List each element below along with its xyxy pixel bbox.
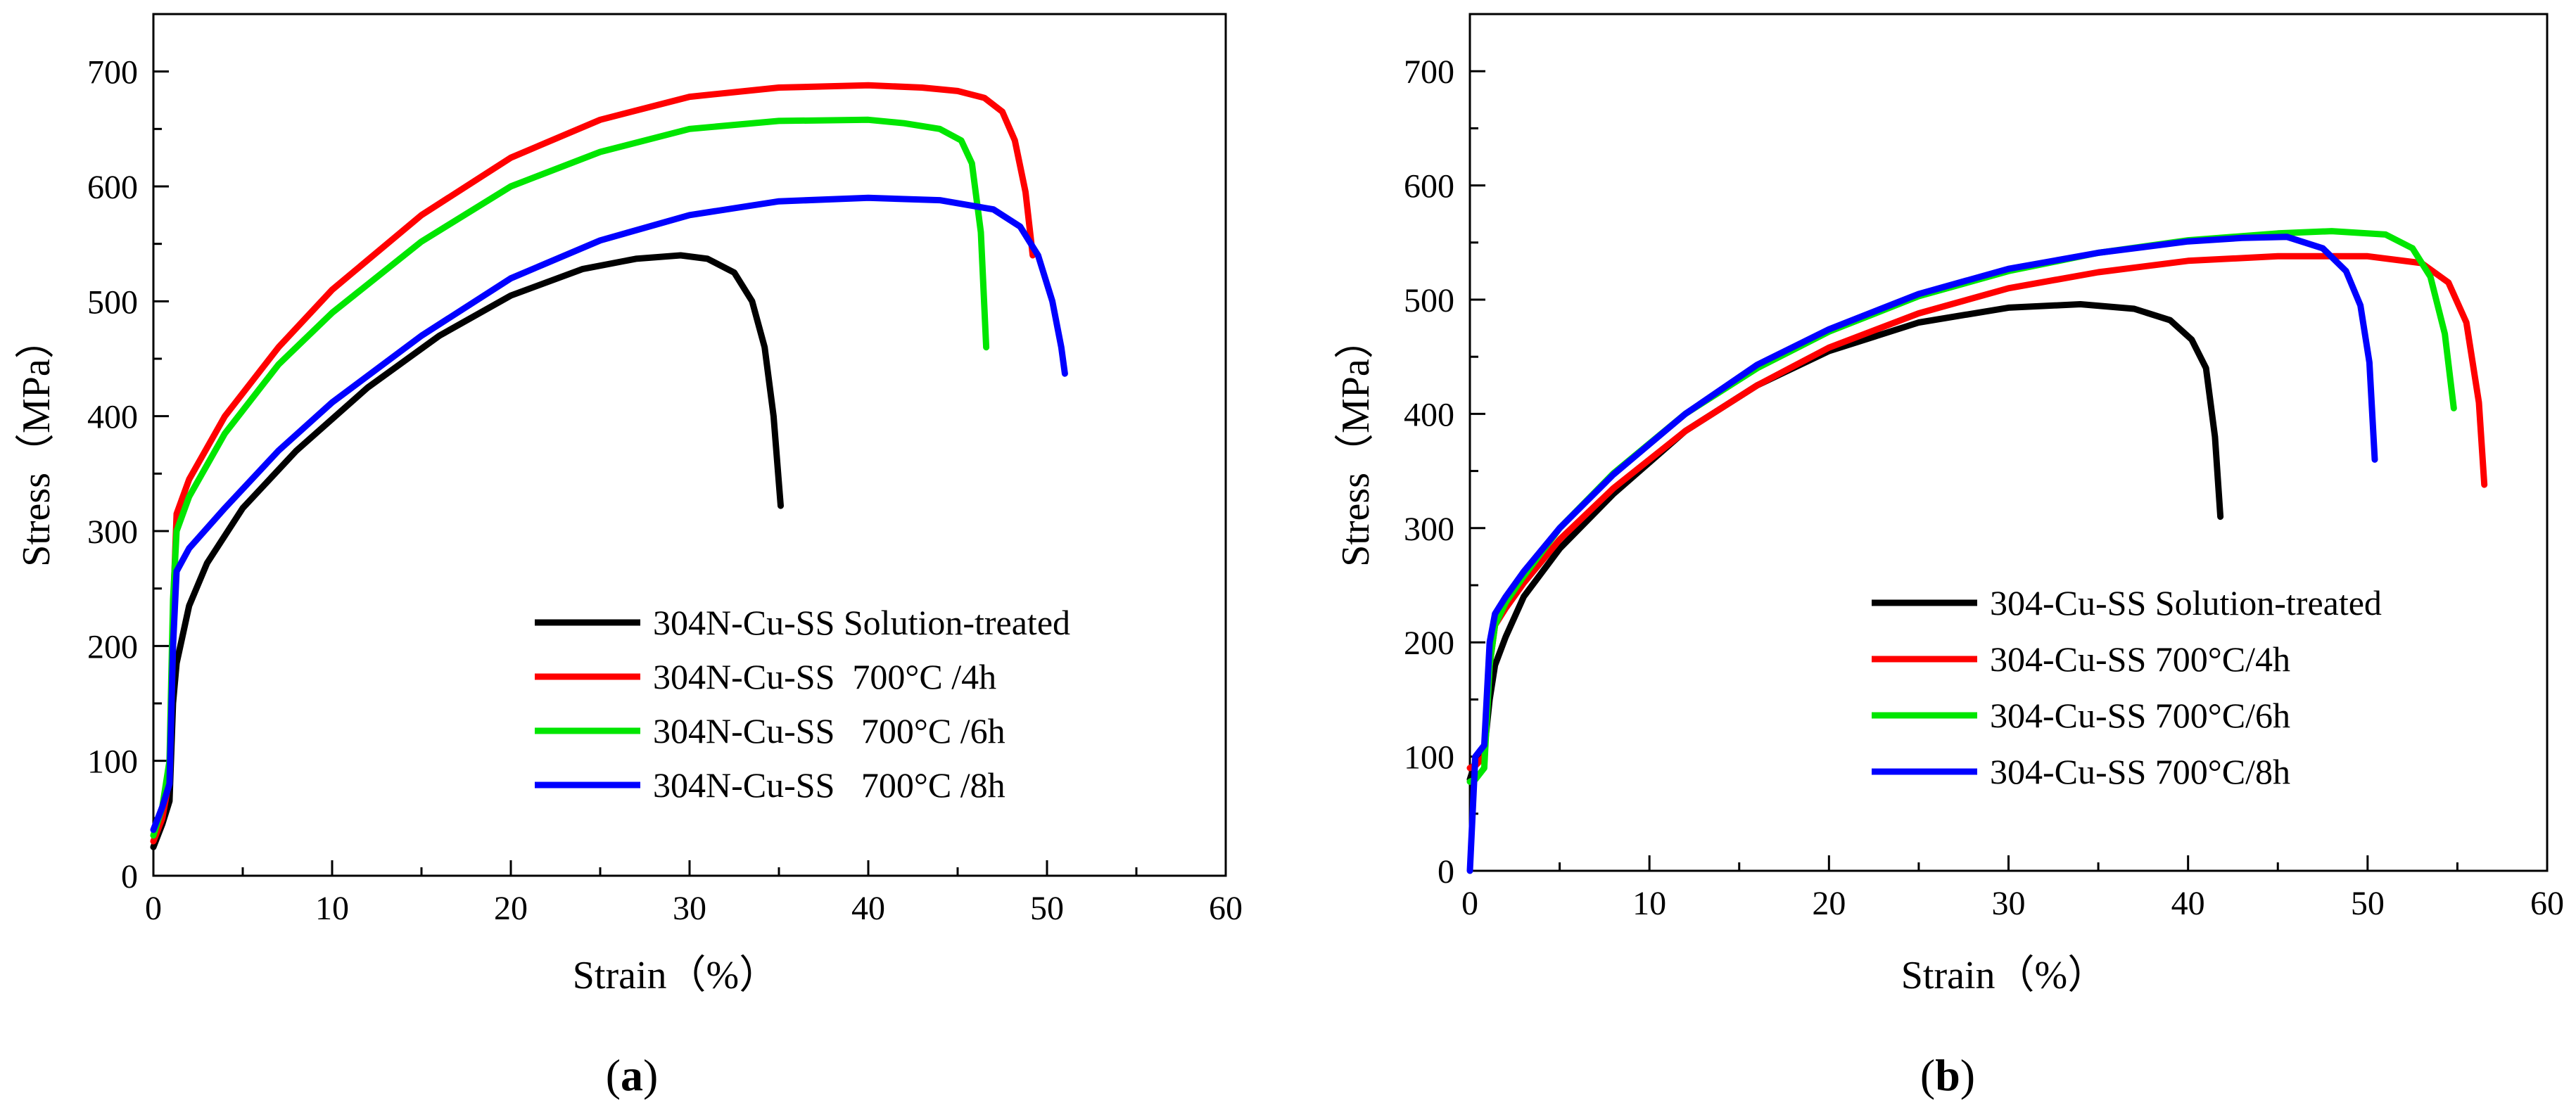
x-tick-label-a: 40 — [851, 890, 885, 927]
legend-label-b-0: 304-Cu-SS Solution-treated — [1990, 583, 2382, 623]
y-tick-label-a: 100 — [87, 743, 138, 781]
x-tick-label-b: 40 — [2171, 885, 2205, 922]
y-tick-label-b: 400 — [1404, 396, 1454, 433]
y-axis-title-b: Stress（MPa） — [1334, 319, 1378, 567]
panel-label-part-b: ( — [1920, 1050, 1935, 1100]
y-tick-label-a: 500 — [87, 283, 138, 321]
legend-label-a-3: 304N-Cu-SS 700°C /8h — [653, 765, 1005, 805]
y-tick-label-b: 0 — [1438, 853, 1454, 891]
x-tick-label-b: 10 — [1632, 885, 1666, 922]
y-tick-label-b: 100 — [1404, 739, 1454, 777]
y-axis-title-a: Stress（MPa） — [15, 319, 58, 567]
y-tick-label-a: 400 — [87, 399, 138, 436]
legend-label-a-0: 304N-Cu-SS Solution-treated — [653, 603, 1070, 642]
y-tick-label-b: 300 — [1404, 511, 1454, 548]
y-tick-label-b: 200 — [1404, 625, 1454, 662]
x-tick-label-a: 50 — [1030, 890, 1064, 927]
x-tick-label-b: 30 — [1992, 885, 2026, 922]
y-tick-label-b: 500 — [1404, 282, 1454, 319]
panel-label-part-a: a — [621, 1050, 643, 1100]
legend-label-b-1: 304-Cu-SS 700°C/4h — [1990, 639, 2290, 679]
series-line-b-3 — [1466, 234, 2378, 874]
x-axis-title-b: Strain（%） — [1901, 954, 2107, 997]
chart-panel-b: 0 10 20 30 40 50 600100200300400500600700Strai… — [1334, 13, 2564, 1100]
x-tick-label-b: 20 — [1812, 885, 1846, 922]
panel-label-part-a: ( — [606, 1050, 621, 1100]
x-tick-label-a: 30 — [673, 890, 706, 927]
panel-label-a: (a) — [606, 1050, 659, 1100]
x-tick-label-b: 50 — [2351, 885, 2385, 922]
panel-label-part-b: ) — [1960, 1050, 1975, 1100]
chart-panel-a: 0 10 20 30 40 50 600100200300400500600700Strai… — [15, 13, 1243, 1100]
panel-label-b: (b) — [1920, 1050, 1975, 1100]
legend-a: 304N-Cu-SS Solution-treated 304N-Cu-SS 70… — [535, 603, 1070, 805]
x-axis-title-a: Strain（%） — [573, 954, 778, 997]
legend-label-b-2: 304-Cu-SS 700°C/6h — [1990, 696, 2290, 735]
y-tick-label-b: 700 — [1404, 53, 1454, 91]
y-tick-label-a: 700 — [87, 54, 138, 91]
panel-label-part-b: b — [1935, 1050, 1960, 1100]
y-tick-label-a: 600 — [87, 169, 138, 206]
y-tick-label-a: 200 — [87, 628, 138, 665]
x-tick-label-a: 60 — [1209, 890, 1243, 927]
legend-label-b-3: 304-Cu-SS 700°C/8h — [1990, 752, 2290, 791]
legend-label-a-2: 304N-Cu-SS 700°C /6h — [653, 711, 1005, 751]
x-tick-label-a: 0 — [145, 890, 162, 927]
x-tick-label-b: 0 — [1461, 885, 1478, 922]
y-tick-label-a: 300 — [87, 513, 138, 551]
y-tick-label-b: 600 — [1404, 168, 1454, 205]
x-tick-label-a: 20 — [494, 890, 528, 927]
legend-b: 304-Cu-SS Solution-treated 304-Cu-SS 700°… — [1872, 583, 2382, 791]
series-line-a-3 — [150, 194, 1068, 834]
panel-label-part-a: ) — [643, 1050, 658, 1100]
legend-label-a-1: 304N-Cu-SS 700°C /4h — [653, 657, 996, 696]
y-tick-label-a: 0 — [121, 858, 138, 895]
x-tick-label-b: 60 — [2530, 885, 2564, 922]
x-tick-label-a: 10 — [315, 890, 349, 927]
